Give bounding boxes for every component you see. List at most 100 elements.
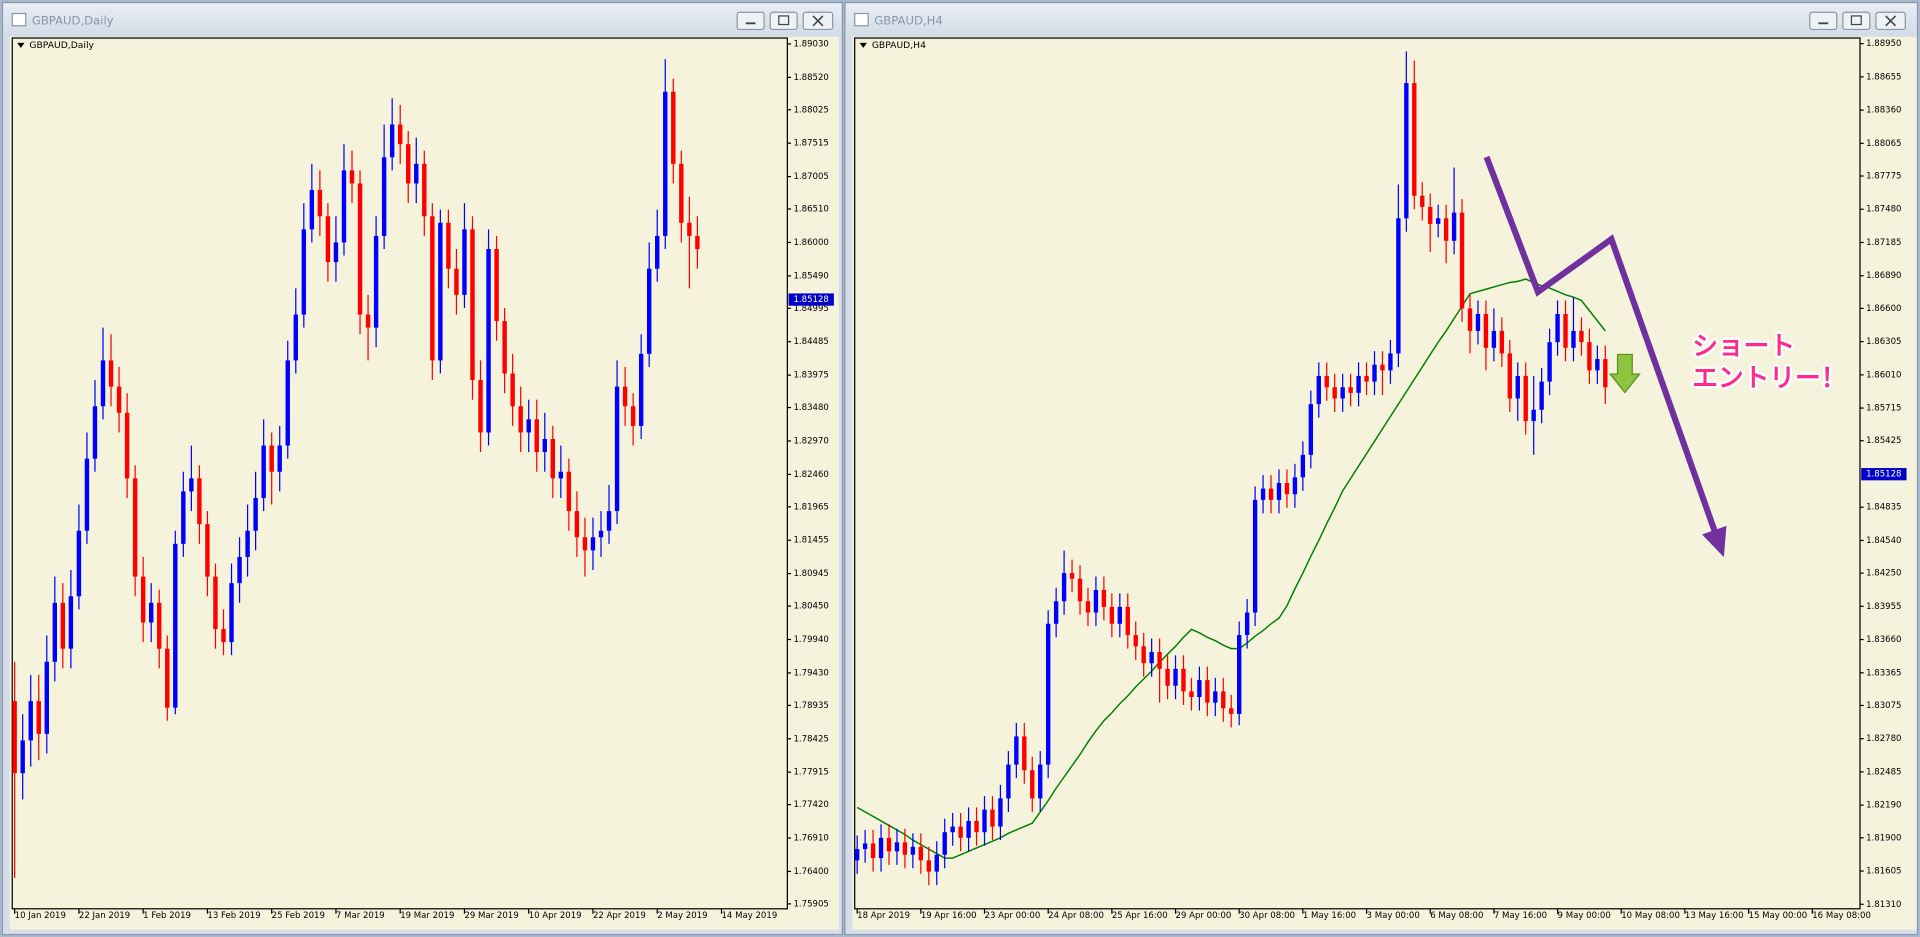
candle-body xyxy=(582,537,588,551)
window-icon xyxy=(854,12,869,27)
candle-body xyxy=(862,843,868,850)
candle-body xyxy=(1221,691,1226,709)
candle-body xyxy=(1515,375,1520,399)
candle-body xyxy=(84,458,90,531)
candle-body xyxy=(1428,206,1433,224)
candle-body xyxy=(1197,680,1202,698)
candle-body xyxy=(1603,359,1608,388)
y-tick-label: 1.86600 xyxy=(1866,304,1901,314)
minimize-button[interactable] xyxy=(1809,11,1838,31)
candle-body xyxy=(245,530,250,557)
y-tick-label: 1.82460 xyxy=(793,470,828,480)
candle-body xyxy=(1316,375,1321,405)
close-button[interactable] xyxy=(802,11,834,31)
candle-body xyxy=(325,216,331,263)
chart-background xyxy=(852,36,1917,930)
x-tick-label: 9 May 00:00 xyxy=(1558,911,1611,921)
candle-body xyxy=(1388,353,1393,371)
y-tick-label: 1.88360 xyxy=(1866,106,1901,116)
candle-body xyxy=(1173,668,1178,686)
y-tick-label: 1.85490 xyxy=(793,271,828,281)
candle-body xyxy=(205,524,210,577)
candle-body xyxy=(100,360,106,407)
candle-body xyxy=(1149,651,1154,664)
candle-body xyxy=(365,314,371,328)
candle-body xyxy=(630,406,636,426)
y-tick-label: 1.76400 xyxy=(793,867,828,877)
y-tick-label: 1.78425 xyxy=(793,734,828,744)
x-tick-label: 7 Mar 2019 xyxy=(336,911,385,921)
candle-body xyxy=(1555,314,1560,343)
candle-body xyxy=(663,91,668,236)
candle-body xyxy=(926,860,931,872)
candle-body xyxy=(454,268,459,295)
candle-body xyxy=(958,826,963,838)
y-tick-label: 1.78935 xyxy=(793,701,828,711)
y-tick-label: 1.81310 xyxy=(1866,900,1901,910)
candle-body xyxy=(76,530,82,597)
candle-body xyxy=(1205,680,1210,703)
purple-arrow-path xyxy=(1483,155,1719,535)
x-tick-label: 19 Mar 2019 xyxy=(400,911,454,921)
close-button[interactable] xyxy=(1875,11,1906,31)
restore-button[interactable] xyxy=(1842,11,1871,31)
candle-body xyxy=(237,556,242,584)
candle-body xyxy=(68,596,74,649)
candle-body xyxy=(1260,488,1266,500)
candle-body xyxy=(518,406,523,433)
candle-body xyxy=(12,701,17,774)
candle-body xyxy=(1069,573,1075,579)
candle-body xyxy=(438,222,443,361)
candle-body xyxy=(918,846,924,861)
y-tick-label: 1.80945 xyxy=(793,569,828,579)
y-tick-label: 1.77915 xyxy=(793,768,828,778)
candle-body xyxy=(44,661,49,734)
candle-body xyxy=(566,471,572,512)
candle-body xyxy=(526,419,531,433)
candle-body xyxy=(494,248,499,322)
x-tick-label: 25 Apr 16:00 xyxy=(1112,911,1168,921)
y-tick-label: 1.84250 xyxy=(1866,569,1901,579)
y-tick-label: 1.88065 xyxy=(1866,139,1901,149)
candle-body xyxy=(910,846,916,855)
minimize-button[interactable] xyxy=(736,11,765,31)
y-tick-label: 1.79940 xyxy=(793,635,828,645)
candle-body xyxy=(1292,477,1298,495)
candle-body xyxy=(28,701,33,741)
candle-body xyxy=(934,854,939,872)
y-tick-label: 1.82485 xyxy=(1866,767,1901,777)
restore-button[interactable] xyxy=(769,11,798,31)
candle-body xyxy=(695,235,700,249)
y-tick-label: 1.87480 xyxy=(1866,205,1901,215)
candle-body xyxy=(1412,83,1417,196)
candle-body xyxy=(36,701,41,734)
y-tick-label: 1.88025 xyxy=(793,105,828,115)
candle-body xyxy=(1077,578,1083,602)
candle-body xyxy=(1284,482,1290,495)
x-tick-label: 18 Apr 2019 xyxy=(857,911,910,921)
y-tick-label: 1.75905 xyxy=(793,899,828,909)
candle-body xyxy=(60,602,66,649)
plot-frame xyxy=(854,37,1861,910)
candle-body xyxy=(1109,606,1115,624)
candle-body xyxy=(148,602,154,623)
candle-body xyxy=(671,91,676,164)
candle-body xyxy=(317,190,323,217)
candle-body xyxy=(614,386,620,512)
y-tick-label: 1.89030 xyxy=(793,39,828,49)
candle-body xyxy=(1229,708,1234,714)
candle-body xyxy=(1451,212,1457,241)
x-tick-label: 3 May 00:00 xyxy=(1367,911,1420,921)
x-tick-label: 23 Apr 00:00 xyxy=(985,911,1041,921)
candle-body xyxy=(301,229,307,315)
candle-body xyxy=(277,445,282,472)
y-tick-label: 1.82190 xyxy=(1866,801,1901,811)
candle-body xyxy=(140,576,146,623)
candle-body xyxy=(950,826,955,833)
y-tick-label: 1.84485 xyxy=(793,337,828,347)
y-tick-label: 1.85425 xyxy=(1866,436,1901,446)
candle-body xyxy=(1571,330,1576,348)
candle-body xyxy=(1348,387,1353,393)
candle-body xyxy=(20,740,25,774)
x-tick-label: 10 Jan 2019 xyxy=(15,911,66,921)
